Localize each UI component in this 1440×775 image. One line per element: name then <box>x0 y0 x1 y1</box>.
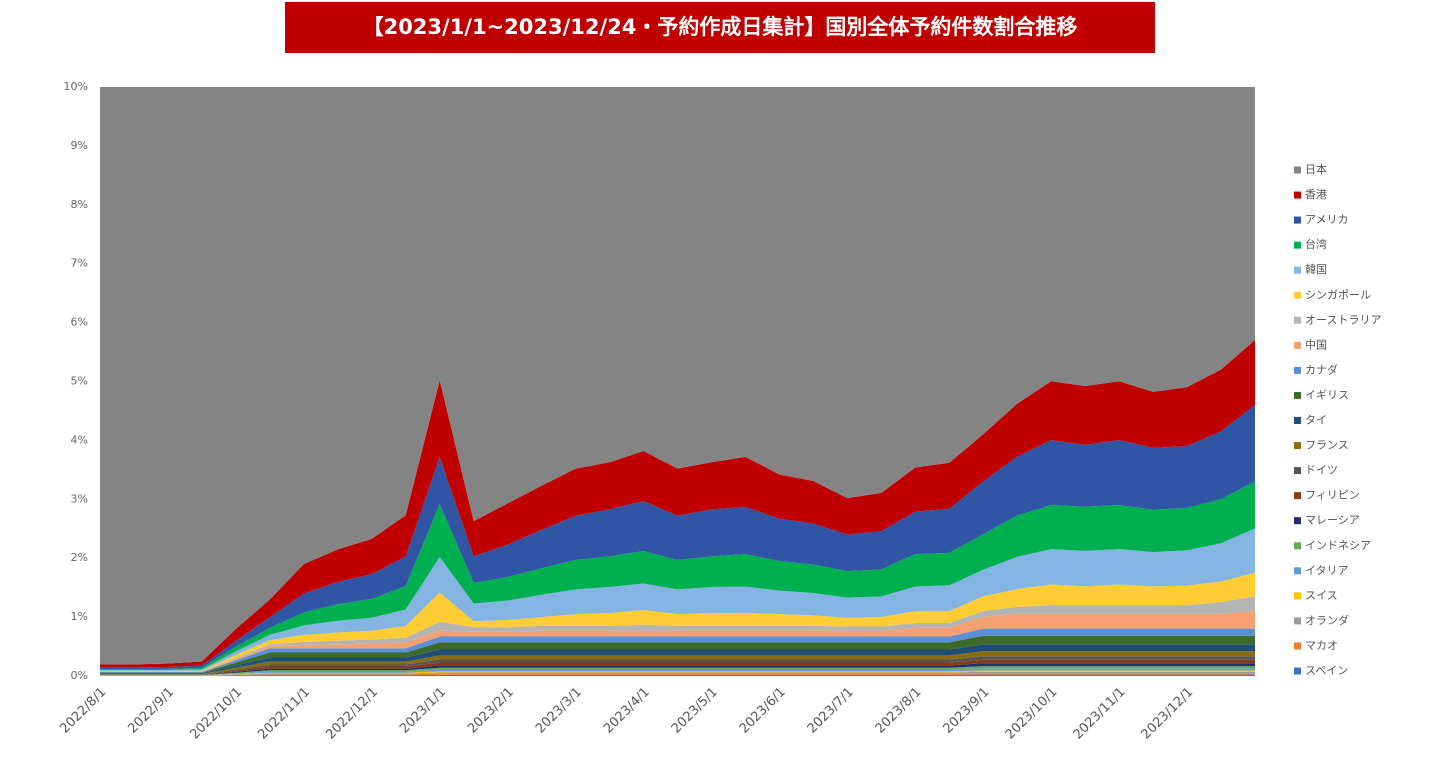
legend-swatch <box>1294 191 1301 199</box>
legend-swatch <box>1294 467 1301 475</box>
area-series <box>100 528 1255 671</box>
area-series <box>100 671 1255 676</box>
legend-label: タイ <box>1305 414 1327 427</box>
x-tick-label: 2022/10/1 <box>187 685 245 743</box>
legend-swatch <box>1294 492 1301 500</box>
legend-swatch <box>1294 316 1301 324</box>
legend-label: ドイツ <box>1305 464 1338 477</box>
y-tick-label: 3% <box>71 492 88 505</box>
legend-label: フィリピン <box>1305 489 1360 502</box>
x-tick-label: 2023/8/1 <box>873 685 925 737</box>
area-series <box>100 659 1255 675</box>
area-series <box>100 628 1255 673</box>
x-tick-label: 2022/8/1 <box>57 685 109 737</box>
y-tick-label: 10% <box>64 80 88 93</box>
legend-label: 韓国 <box>1305 263 1327 276</box>
legend-label: イタリア <box>1305 564 1349 577</box>
legend-swatch <box>1294 517 1301 525</box>
area-series <box>100 674 1255 676</box>
legend-label: 中国 <box>1305 338 1327 351</box>
y-tick-label: 0% <box>71 669 88 682</box>
title-banner <box>285 2 1155 53</box>
legend-swatch <box>1294 391 1301 399</box>
area-series <box>100 670 1255 676</box>
legend-label: カナダ <box>1305 362 1338 376</box>
legend-swatch <box>1294 216 1301 224</box>
legend-swatch <box>1294 366 1301 374</box>
area-series <box>100 610 1255 673</box>
x-tick-label: 2023/6/1 <box>737 685 789 737</box>
x-tick-label: 2023/1/1 <box>397 685 449 737</box>
legend-swatch <box>1294 291 1301 299</box>
legend-swatch <box>1294 266 1301 274</box>
x-tick-label: 2022/12/1 <box>323 685 381 743</box>
legend-label: 香港 <box>1305 188 1327 201</box>
y-tick-label: 4% <box>71 433 88 446</box>
legend-swatch <box>1294 442 1301 450</box>
legend-label: オランダ <box>1305 613 1349 627</box>
area-series <box>100 481 1255 671</box>
legend-label: イギリス <box>1305 388 1349 401</box>
legend-label: マレーシア <box>1305 514 1360 527</box>
legend-label: マカオ <box>1305 639 1338 652</box>
y-tick-label: 9% <box>71 139 88 152</box>
x-tick-label: 2023/5/1 <box>669 685 721 737</box>
plot-area <box>100 87 1255 676</box>
area-series <box>100 663 1255 676</box>
legend-label: シンガポール <box>1305 288 1371 301</box>
legend-label: 台湾 <box>1305 237 1327 251</box>
y-tick-label: 7% <box>71 257 88 270</box>
x-tick-label: 2023/2/1 <box>465 685 517 737</box>
legend-label: インドネシア <box>1305 539 1371 552</box>
y-tick-label: 8% <box>71 198 88 211</box>
legend-swatch <box>1294 241 1301 249</box>
legend-label: スペイン <box>1305 664 1348 677</box>
x-tick-label: 2023/4/1 <box>601 685 653 737</box>
legend-swatch <box>1294 567 1301 575</box>
x-tick-label: 2023/3/1 <box>533 685 585 737</box>
area-series <box>100 87 1255 665</box>
y-tick-label: 1% <box>71 610 88 623</box>
legend-label: フランス <box>1305 439 1349 452</box>
legend-swatch <box>1294 542 1301 550</box>
x-tick-label: 2022/9/1 <box>125 685 177 737</box>
legend-label: スイス <box>1305 589 1338 602</box>
legend-label: オーストラリア <box>1305 313 1381 326</box>
area-series <box>100 651 1255 675</box>
x-tick-label: 2023/7/1 <box>805 685 857 737</box>
x-tick-label: 2023/11/1 <box>1071 685 1129 743</box>
area-series <box>100 404 1255 670</box>
area-series <box>100 668 1255 676</box>
legend-label: アメリカ <box>1305 213 1348 226</box>
x-tick-label: 2022/11/1 <box>255 685 313 743</box>
legend-swatch <box>1294 341 1301 349</box>
x-tick-label: 2023/10/1 <box>1003 685 1061 743</box>
legend-swatch <box>1294 617 1301 625</box>
chart-title: 【2023/1/1~2023/12/24・予約作成日集計】国別全体予約件数割合推… <box>363 15 1078 39</box>
legend-swatch <box>1294 166 1301 174</box>
area-series <box>100 656 1255 675</box>
area-series <box>100 340 1255 668</box>
legend-swatch <box>1294 667 1301 675</box>
legend-label: 日本 <box>1305 162 1327 176</box>
y-tick-label: 5% <box>71 375 88 388</box>
legend-swatch <box>1294 642 1301 650</box>
x-tick-label: 2023/12/1 <box>1139 685 1197 743</box>
legend-swatch <box>1294 592 1301 600</box>
x-tick-label: 2023/9/1 <box>941 685 993 737</box>
area-series <box>100 635 1255 674</box>
legend-swatch <box>1294 417 1301 424</box>
area-series <box>100 673 1255 676</box>
y-tick-label: 6% <box>71 316 88 329</box>
area-series <box>100 644 1255 674</box>
area-series <box>100 572 1255 672</box>
y-tick-label: 2% <box>71 551 88 564</box>
area-series <box>100 666 1255 676</box>
